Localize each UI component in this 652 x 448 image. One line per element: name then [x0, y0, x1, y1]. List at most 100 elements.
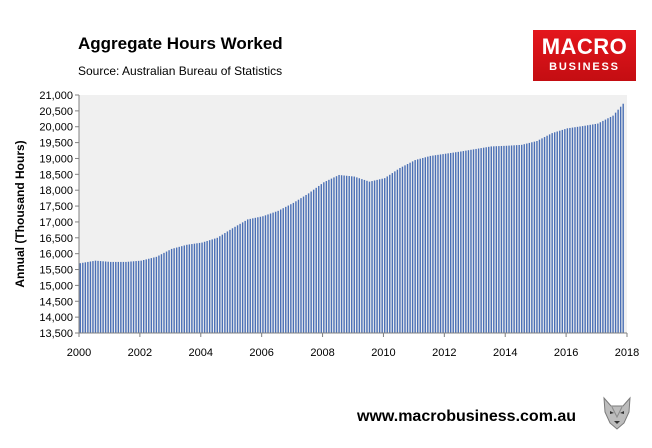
- chart-bar: [89, 261, 92, 333]
- chart-bar: [538, 139, 541, 333]
- chart-bar: [135, 261, 137, 333]
- chart-bar: [310, 191, 312, 333]
- chart-bar: [505, 145, 508, 333]
- chart-bar: [361, 179, 363, 333]
- chart-bar: [597, 123, 599, 333]
- chart-bar: [323, 182, 325, 333]
- chart-bar: [485, 147, 487, 333]
- chart-bar: [566, 128, 569, 333]
- chart-bar: [579, 126, 581, 333]
- chart-bar: [280, 209, 282, 333]
- chart-bar: [153, 257, 155, 333]
- chart-bar: [543, 137, 546, 333]
- chart-bar: [173, 248, 175, 333]
- chart-bar: [219, 236, 221, 333]
- chart-bar: [145, 259, 147, 333]
- chart-bar: [221, 234, 224, 333]
- chart-bar: [252, 218, 254, 333]
- chart-bar: [432, 155, 434, 333]
- chart-bar: [609, 116, 612, 333]
- chart-bar: [414, 160, 416, 333]
- logo-line-2: BUSINESS: [549, 61, 620, 73]
- chart-bar: [132, 261, 135, 333]
- chart-bar: [592, 124, 594, 333]
- x-tick-label: 2012: [432, 347, 456, 359]
- chart-bar: [198, 242, 201, 333]
- chart-bar: [208, 240, 211, 333]
- chart-bar: [581, 126, 584, 333]
- chart-bar: [584, 125, 586, 334]
- chart-bar: [79, 263, 81, 333]
- chart-bar: [376, 179, 378, 333]
- chart-bar: [477, 148, 480, 333]
- chart-bar: [107, 261, 109, 333]
- chart-bar: [249, 218, 251, 333]
- chart-bar: [521, 144, 523, 333]
- chart-bar: [143, 260, 145, 333]
- chart-bar: [231, 228, 234, 333]
- chart-bar: [92, 261, 94, 333]
- y-tick-label: 16,000: [39, 249, 73, 261]
- x-tick-label: 2010: [371, 347, 395, 359]
- chart-bar: [214, 238, 216, 333]
- chart-bar: [404, 165, 406, 333]
- chart-bar: [254, 217, 257, 333]
- chart-bar: [241, 222, 244, 333]
- chart-bar: [206, 240, 208, 333]
- chart-bar: [163, 252, 165, 333]
- chart-bar: [318, 185, 320, 333]
- chart-bar: [307, 193, 310, 333]
- chart-bar: [457, 151, 459, 333]
- chart-bar: [130, 261, 132, 333]
- chart-bar: [302, 196, 305, 333]
- chart-bar: [287, 205, 290, 333]
- chart-bar: [439, 154, 442, 333]
- chart-bar: [262, 216, 264, 333]
- chart-bar: [234, 226, 236, 333]
- chart-title: Aggregate Hours Worked: [78, 34, 283, 53]
- chart-bar: [531, 142, 533, 333]
- chart-bar: [269, 213, 272, 333]
- chart-bar: [518, 144, 520, 333]
- chart-bar: [140, 260, 142, 333]
- chart-bar: [193, 243, 196, 333]
- y-tick-label: 18,500: [39, 169, 73, 181]
- chart-bar: [381, 178, 383, 333]
- chart-bar: [340, 175, 343, 333]
- chart-bar: [391, 173, 394, 333]
- chart-bar: [368, 181, 371, 333]
- chart-bar: [503, 145, 505, 333]
- chart-bar: [515, 145, 518, 333]
- chart-bar: [622, 103, 624, 333]
- x-tick-label: 2018: [615, 347, 639, 359]
- chart-bar: [607, 118, 609, 334]
- chart-bar: [312, 189, 315, 333]
- chart-bar: [460, 151, 462, 333]
- chart-bar: [348, 176, 350, 333]
- chart-bar: [188, 244, 191, 333]
- chart-bar: [363, 179, 366, 333]
- x-tick-label: 2000: [67, 347, 91, 359]
- chart-bar: [612, 115, 614, 333]
- chart-bar: [183, 245, 185, 333]
- y-tick-label: 19,500: [39, 138, 73, 150]
- y-tick-label: 17,000: [39, 217, 73, 229]
- chart-bar: [148, 258, 150, 333]
- chart-bar: [343, 175, 345, 333]
- chart-bar: [99, 261, 102, 333]
- chart-bar: [493, 146, 495, 333]
- chart-bar: [168, 250, 170, 333]
- chart-bar: [127, 261, 130, 333]
- chart-bar: [449, 152, 452, 333]
- x-tick-label: 2004: [189, 347, 213, 359]
- chart-bar: [155, 256, 158, 333]
- chart-bar: [498, 146, 500, 333]
- chart-bar: [447, 153, 449, 333]
- chart-bar: [434, 155, 437, 333]
- chart-bar: [97, 260, 99, 333]
- chart-bar: [203, 241, 206, 333]
- chart-bar: [125, 261, 127, 333]
- macrobusiness-logo: MACRO BUSINESS: [533, 30, 636, 81]
- chart-bar: [211, 239, 213, 333]
